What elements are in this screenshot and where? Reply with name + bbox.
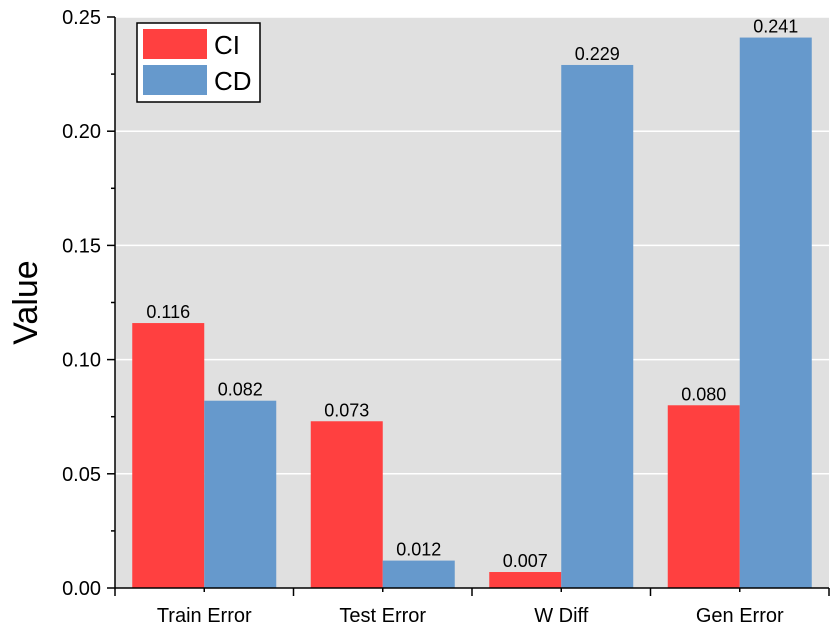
bar-cd-test-error	[382, 560, 455, 588]
bar-ci-w-diff	[489, 572, 562, 588]
data-label: 0.082	[218, 380, 263, 400]
bars	[132, 37, 812, 589]
y-axis-title: Value	[7, 260, 45, 344]
data-labels: 0.116 0.082 0.073 0.012 0.007 0.229 0.080 0.241	[146, 17, 798, 571]
data-label: 0.080	[681, 384, 726, 404]
y-tick-label: 0.05	[62, 464, 101, 486]
y-tick-label: 0.20	[62, 121, 101, 143]
bar-cd-w-diff	[561, 64, 634, 589]
x-tick-label: W Diff	[534, 605, 589, 627]
legend-label-ci: CI	[214, 30, 240, 60]
data-label: 0.012	[396, 540, 441, 560]
x-tick-label: Test Error	[339, 605, 426, 627]
data-label: 0.007	[503, 551, 548, 571]
bar-cd-gen-error	[739, 37, 812, 588]
data-label: 0.116	[146, 302, 190, 322]
legend-swatch-ci	[143, 29, 207, 59]
bar-ci-gen-error	[667, 405, 740, 588]
data-label: 0.241	[753, 17, 798, 37]
bar-ci-train-error	[132, 323, 205, 588]
axes: 0.00 0.05 0.10 0.15 0.20 0.25 Train Error Test …	[62, 7, 830, 627]
y-tick-label: 0.25	[62, 7, 101, 29]
bar-cd-train-error	[204, 400, 277, 588]
x-tick-label: Train Error	[157, 605, 252, 627]
legend-label-cd: CD	[214, 66, 252, 96]
bar-ci-test-error	[310, 421, 383, 588]
legend-swatch-cd	[143, 65, 207, 95]
data-label: 0.229	[575, 44, 620, 64]
y-tick-label: 0.00	[62, 578, 101, 600]
legend: CI CD	[136, 22, 261, 103]
x-tick-label: Gen Error	[696, 605, 784, 627]
data-label: 0.073	[324, 400, 369, 420]
y-tick-label: 0.15	[62, 235, 101, 257]
y-tick-label: 0.10	[62, 350, 101, 372]
